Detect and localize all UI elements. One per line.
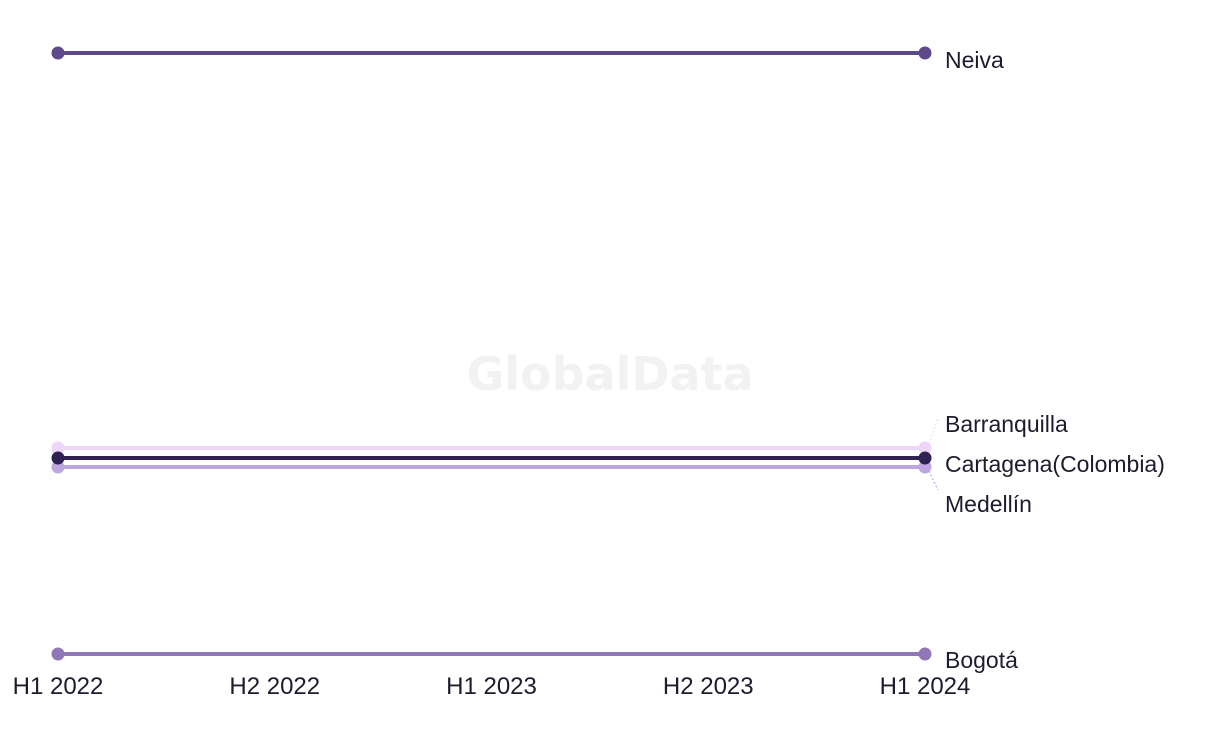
watermark: GlobalData (466, 347, 753, 401)
series-point-cartagena-colombia (51, 451, 65, 465)
x-tick-label: H1 2022 (13, 673, 104, 700)
series-lines (58, 51, 925, 656)
x-tick-label: H2 2022 (229, 673, 320, 700)
x-tick-label: H1 2023 (446, 673, 537, 700)
series-point-bogot (51, 647, 65, 661)
label-connector-medell-n (928, 470, 939, 491)
series-point-barranquilla (918, 441, 932, 455)
series-labels: Neiva Bogotá Barranquilla Medellín Cartagena… (945, 47, 1165, 673)
series-point-medell-n (51, 460, 65, 474)
series-point-cartagena-colombia (918, 451, 932, 465)
series-label-barranquilla: Barranquilla (945, 411, 1068, 437)
series-label-cartagena-colombia: Cartagena(Colombia) (945, 451, 1165, 477)
series-point-medell-n (918, 460, 932, 474)
series-point-neiva (918, 46, 932, 60)
series-label-medell-n: Medellín (945, 491, 1032, 517)
x-axis: H1 2022 H2 2022 H1 2023 H2 2023 H1 2024 (13, 673, 971, 700)
series-label-bogot: Bogotá (945, 647, 1018, 673)
series-point-bogot (918, 647, 932, 661)
label-connectors (928, 417, 939, 491)
series-point-barranquilla (51, 441, 65, 455)
series-points (51, 46, 932, 661)
series-point-neiva (51, 46, 65, 60)
x-tick-label: H1 2024 (880, 673, 971, 700)
series-label-neiva: Neiva (945, 47, 1004, 73)
label-connector-barranquilla (928, 417, 939, 445)
x-tick-label: H2 2023 (663, 673, 754, 700)
